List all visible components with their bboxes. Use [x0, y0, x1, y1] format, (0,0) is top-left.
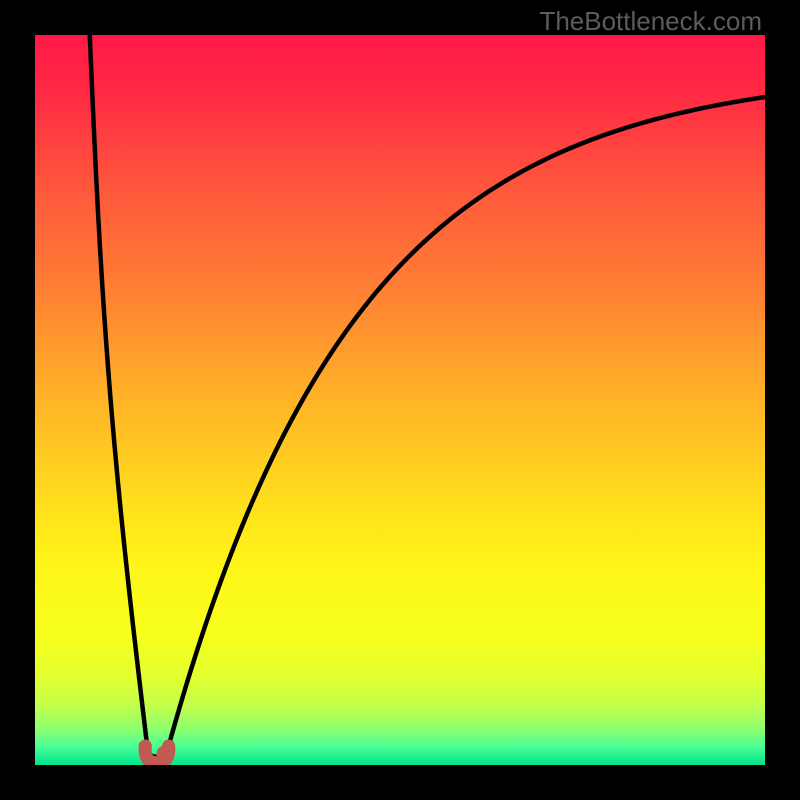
- watermark-text: TheBottleneck.com: [539, 6, 762, 37]
- bottleneck-curve: [90, 35, 765, 757]
- dip-marker-group: [145, 746, 173, 763]
- chart-root: TheBottleneck.com: [0, 0, 800, 800]
- plot-area: [35, 35, 765, 765]
- curve-layer: [35, 35, 765, 765]
